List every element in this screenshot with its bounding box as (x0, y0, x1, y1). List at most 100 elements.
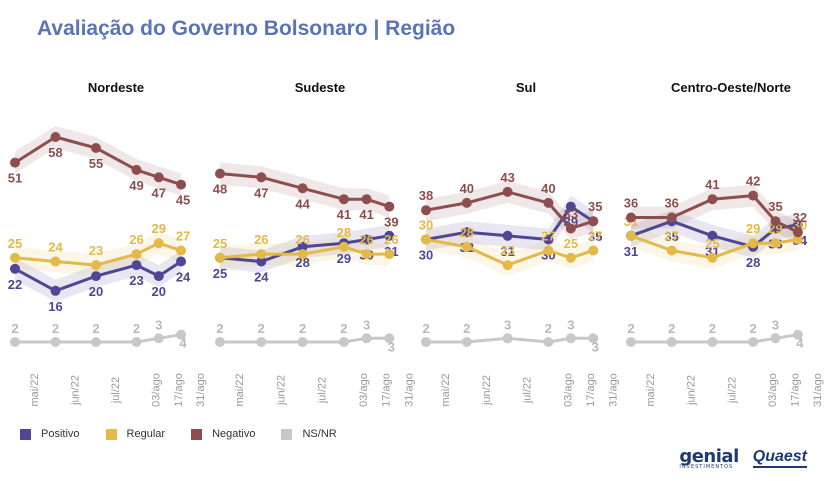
point-regular (384, 249, 395, 260)
data-label-negativo: 40 (541, 181, 555, 196)
legend-swatch-positivo (20, 428, 31, 440)
data-label-nsnr: 2 (627, 321, 634, 336)
point-nsnr (256, 337, 267, 347)
chart-panel-2: Sul3032313039353028232725273840434033352… (419, 80, 620, 407)
point-negativo (565, 223, 576, 234)
data-label-regular: 26 (384, 232, 398, 247)
data-label-regular: 27 (541, 229, 555, 244)
data-label-negativo: 44 (295, 196, 310, 211)
point-regular (707, 252, 718, 263)
data-label-regular: 25 (564, 236, 578, 251)
x-tick-label: jul/22 (317, 377, 329, 404)
point-regular (748, 238, 759, 249)
x-tick-label: 03/ago (151, 373, 163, 407)
point-regular (256, 249, 267, 260)
data-label-regular: 23 (89, 243, 103, 258)
x-tick-label: 03/ago (358, 373, 370, 407)
legend-item-regular: Regular (105, 428, 165, 440)
x-tick-label: 17/ago (789, 373, 801, 407)
data-label-negativo: 42 (746, 174, 760, 189)
data-label-positivo: 35 (664, 229, 678, 244)
point-regular (131, 249, 142, 260)
point-negativo (10, 157, 20, 168)
page-title: Avaliação do Governo Bolsonaro | Região (37, 17, 456, 40)
point-regular (215, 252, 225, 263)
data-label-nsnr: 2 (299, 321, 306, 336)
x-tick-label: jul/22 (522, 377, 534, 404)
data-label-negativo: 41 (705, 177, 719, 192)
point-negativo (421, 205, 431, 216)
legend-swatch-negativo (191, 428, 203, 440)
x-tick-label: jun/22 (70, 375, 82, 406)
data-label-negativo: 39 (384, 215, 398, 230)
x-tick-label: 31/ago (607, 373, 619, 407)
point-negativo (297, 183, 308, 194)
data-label-regular: 29 (152, 221, 166, 236)
data-label-nsnr: 2 (709, 321, 716, 336)
data-label-positivo: 24 (176, 270, 191, 285)
data-label-negativo: 33 (564, 207, 578, 222)
data-label-regular: 25 (705, 236, 719, 251)
legend-item-nsnr: NS/NR (281, 428, 337, 440)
data-label-nsnr: 2 (92, 321, 99, 336)
legend-label-positivo: Positivo (41, 428, 80, 440)
point-regular (297, 249, 308, 260)
chart-title: Nordeste (88, 80, 144, 95)
x-tick-label: 17/ago (173, 373, 185, 407)
point-nsnr (666, 337, 677, 347)
data-label-regular: 26 (359, 232, 373, 247)
data-label-regular: 29 (768, 221, 782, 236)
data-label-nsnr: 2 (11, 321, 18, 336)
data-label-regular: 26 (129, 232, 143, 247)
data-label-positivo: 25 (213, 266, 227, 281)
point-positivo (384, 230, 395, 241)
data-label-regular: 25 (213, 236, 227, 251)
x-tick-label: mai/22 (440, 373, 452, 406)
data-label-regular: 26 (295, 232, 309, 247)
legend-item-negativo: Negativo (191, 428, 255, 440)
x-tick-label: 17/ago (585, 373, 597, 407)
data-label-nsnr: 2 (463, 321, 470, 336)
point-nsnr (461, 337, 472, 347)
point-negativo (131, 164, 142, 175)
data-label-negativo: 41 (337, 207, 351, 222)
data-label-regular: 27 (664, 229, 678, 244)
point-nsnr (707, 337, 718, 347)
data-label-positivo: 23 (129, 273, 143, 288)
data-label-negativo: 47 (152, 185, 166, 200)
point-positivo (461, 227, 472, 238)
data-label-nsnr: 3 (567, 317, 574, 332)
point-negativo (748, 190, 759, 201)
legend-label-negativo: Negativo (212, 428, 256, 440)
point-regular (361, 249, 372, 260)
point-negativo (50, 132, 61, 142)
band-regular (631, 224, 798, 269)
data-label-negativo: 36 (624, 196, 638, 211)
data-label-nsnr: 2 (545, 321, 552, 336)
data-label-nsnr: 2 (422, 321, 429, 336)
data-label-negativo: 40 (460, 181, 474, 196)
data-label-negativo: 45 (176, 193, 190, 208)
band-regular (426, 228, 594, 277)
x-tick-label: jul/22 (726, 377, 738, 404)
logos: genial INVESTIMENTOS Quaest (679, 446, 807, 470)
point-negativo (770, 216, 781, 227)
data-label-nsnr: 3 (504, 317, 511, 332)
data-label-nsnr: 2 (668, 321, 675, 336)
data-label-regular: 28 (460, 225, 474, 240)
point-regular (626, 230, 636, 241)
point-positivo (707, 230, 718, 241)
data-label-positivo: 28 (295, 255, 309, 270)
point-nsnr (792, 329, 803, 340)
point-nsnr (176, 329, 187, 340)
legend-swatch-nsnr (281, 428, 293, 440)
point-nsnr (10, 337, 20, 347)
data-label-nsnr: 2 (749, 321, 756, 336)
point-positivo (153, 271, 164, 282)
point-nsnr (91, 337, 101, 347)
point-nsnr (565, 333, 576, 344)
data-label-negativo: 35 (588, 199, 602, 214)
point-negativo (707, 194, 718, 205)
band-negativo (15, 126, 182, 196)
